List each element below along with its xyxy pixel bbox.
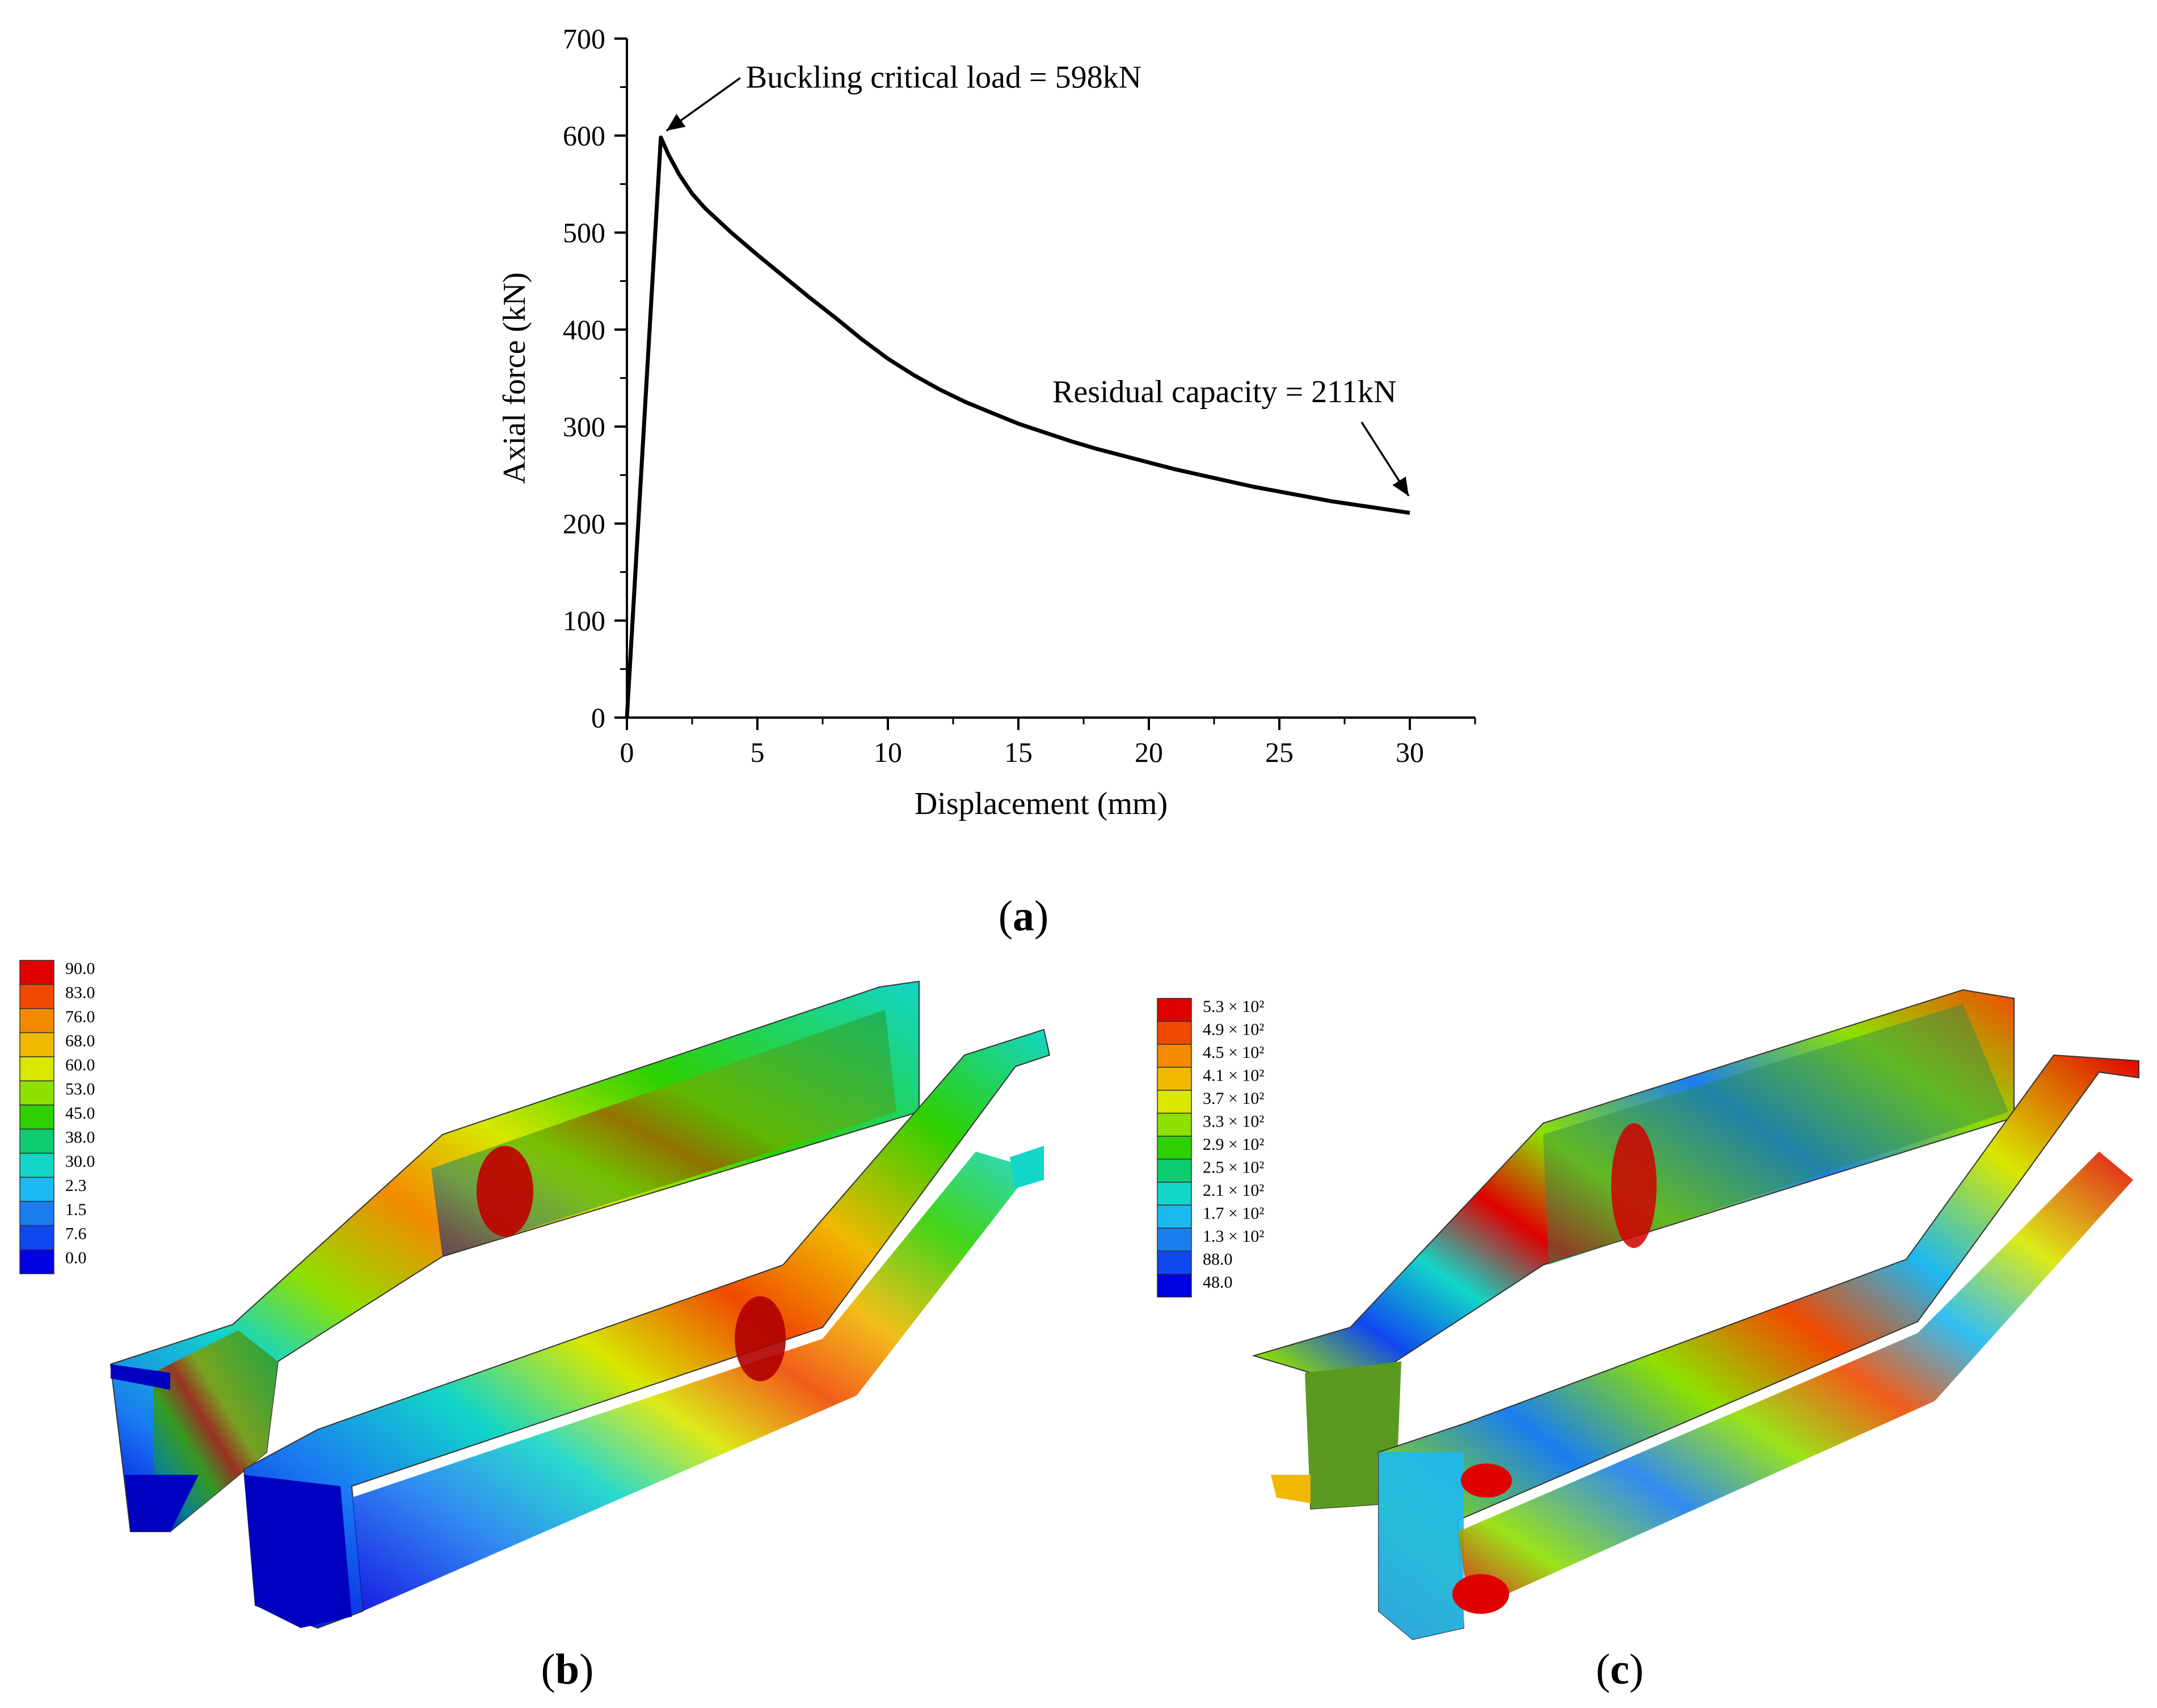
legend-label: 0.0 — [65, 1249, 87, 1267]
legend-swatch — [1157, 1136, 1192, 1160]
y-axis-ticks: 0 100 200 300 400 500 600 700 — [563, 23, 627, 733]
y-tick-label: 200 — [563, 508, 605, 539]
panel-label-a: (a) — [999, 892, 1049, 940]
legend-label: 2.1 × 10² — [1203, 1181, 1264, 1200]
legend-swatch — [19, 1056, 54, 1082]
legend-c: 5.3 × 10² 4.9 × 10² 4.5 × 10² 4.1 × 10² 3.7 … — [1157, 997, 1264, 1298]
contour-plot-c: 5.3 × 10² 4.9 × 10² 4.5 × 10² 4.1 × 10² 3.7 … — [1157, 989, 2139, 1693]
legend-swatch — [19, 1249, 54, 1275]
legend-label: 38.0 — [65, 1128, 95, 1147]
legend-swatch — [1157, 1020, 1192, 1045]
legend-label: 2.3 — [65, 1176, 87, 1195]
legend-label: 3.7 × 10² — [1203, 1089, 1264, 1108]
beam-b-lower — [243, 1028, 1051, 1629]
legend-label: 83.0 — [65, 984, 95, 1002]
x-tick-label: 15 — [1004, 736, 1033, 768]
legend-swatch — [1157, 998, 1192, 1022]
legend-label: 48.0 — [1203, 1273, 1233, 1292]
legend-label: 53.0 — [65, 1080, 95, 1099]
x-tick-label: 5 — [751, 736, 765, 768]
legend-swatch — [19, 1225, 54, 1250]
panel-label-c: (c) — [1596, 1646, 1644, 1693]
legend-label: 1.5 — [65, 1200, 87, 1219]
legend-swatch — [19, 1201, 54, 1226]
y-tick-label: 500 — [563, 217, 605, 248]
legend-label: 1.3 × 10² — [1203, 1227, 1264, 1246]
legend-label: 4.9 × 10² — [1203, 1020, 1264, 1039]
legend-swatch — [1157, 1273, 1192, 1298]
legend-label: 4.5 × 10² — [1203, 1043, 1264, 1062]
legend-label: 45.0 — [65, 1104, 95, 1123]
legend-swatch — [1157, 1066, 1192, 1091]
y-tick-label: 0 — [591, 702, 605, 733]
legend-swatch — [19, 1032, 54, 1057]
legend-swatch — [19, 984, 54, 1009]
x-tick-label: 10 — [874, 736, 902, 768]
legend-swatch — [19, 1128, 54, 1154]
legend-swatch — [1157, 1204, 1192, 1229]
contour-plot-b: 90.0 83.0 76.0 68.0 60.0 53.0 45.0 38.0 30.0 2.3 1… — [19, 959, 1051, 1693]
legend-label: 1.7 × 10² — [1203, 1204, 1264, 1223]
y-tick-label: 100 — [563, 605, 605, 636]
legend-swatch — [1157, 1090, 1192, 1114]
legend-swatch — [19, 1008, 54, 1034]
legend-label: 2.5 × 10² — [1203, 1158, 1264, 1177]
legend-label: 90.0 — [65, 959, 95, 978]
annotation-buckling-load: Buckling critical load = 598kN — [746, 60, 1141, 95]
panel-label-b: (b) — [541, 1646, 594, 1693]
legend-b: 90.0 83.0 76.0 68.0 60.0 53.0 45.0 38.0 30.0 2.3 1… — [19, 959, 95, 1275]
legend-swatch — [19, 1176, 54, 1202]
beam-c-lower — [1378, 1054, 2139, 1640]
legend-swatch — [19, 1080, 54, 1106]
legend-swatch — [1157, 1228, 1192, 1252]
y-axis-label: Axial force (kN) — [497, 272, 532, 484]
legend-swatch — [1157, 1158, 1192, 1183]
legend-label: 3.3 × 10² — [1203, 1112, 1264, 1131]
legend-label: 30.0 — [65, 1152, 95, 1171]
x-tick-label: 20 — [1135, 736, 1163, 768]
legend-label: 68.0 — [65, 1032, 95, 1051]
legend-label: 4.1 × 10² — [1203, 1066, 1264, 1085]
force-displacement-chart: 0 5 10 15 20 25 30 0 100 200 300 400 500 600 700 Disp… — [497, 23, 1476, 821]
legend-label: 2.9 × 10² — [1203, 1135, 1264, 1154]
y-tick-label: 400 — [563, 314, 605, 345]
legend-swatch — [19, 1153, 54, 1178]
x-tick-label: 0 — [620, 736, 634, 768]
y-tick-label: 300 — [563, 411, 605, 442]
x-tick-label: 30 — [1396, 736, 1424, 768]
series-line — [625, 135, 1410, 718]
legend-swatch — [1157, 1044, 1192, 1068]
annotation-arrow-residual — [1360, 421, 1410, 497]
x-axis-ticks: 0 5 10 15 20 25 30 — [620, 718, 1476, 768]
legend-swatch — [1157, 1182, 1192, 1206]
legend-label: 5.3 × 10² — [1203, 997, 1264, 1016]
legend-label: 76.0 — [65, 1007, 95, 1026]
legend-swatch — [19, 960, 54, 985]
x-tick-label: 25 — [1265, 736, 1294, 768]
legend-swatch — [1157, 1250, 1192, 1275]
annotation-residual-capacity: Residual capacity = 211kN — [1052, 374, 1396, 410]
legend-label: 88.0 — [1203, 1250, 1233, 1269]
y-tick-label: 600 — [563, 120, 605, 151]
x-axis-label: Displacement (mm) — [915, 786, 1168, 821]
legend-label: 7.6 — [65, 1225, 87, 1243]
annotation-arrow-buckling — [665, 77, 741, 132]
legend-swatch — [19, 1104, 54, 1130]
legend-swatch — [1157, 1112, 1192, 1137]
y-tick-label: 700 — [563, 23, 605, 54]
beam-c-upper — [1252, 989, 2015, 1510]
legend-label: 60.0 — [65, 1056, 95, 1074]
beam-b-upper — [109, 980, 920, 1532]
